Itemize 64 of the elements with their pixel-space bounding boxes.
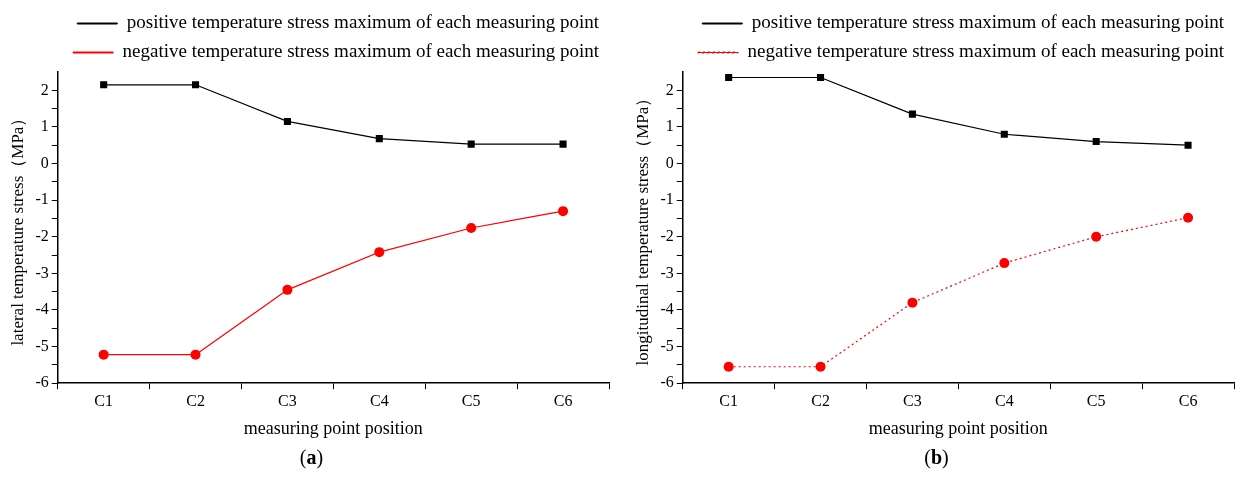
- point: [283, 117, 291, 125]
- y-tick-label: -6: [660, 373, 674, 391]
- y-tick-label: -1: [660, 190, 674, 208]
- x-axis-title: measuring point position: [243, 417, 423, 438]
- legend-label: negative temperature stress maximum of each measuring point: [747, 40, 1225, 62]
- y-tick-label: -1: [35, 190, 49, 208]
- point: [817, 73, 825, 82]
- x-tick-label: C3: [903, 392, 922, 409]
- y-tick-label: 2: [40, 80, 49, 98]
- point: [723, 361, 734, 372]
- y-tick-label: -5: [660, 336, 674, 354]
- y-tick-label: 1: [40, 117, 49, 135]
- x-axis-title: measuring point position: [868, 417, 1048, 438]
- x-tick-label: C5: [1086, 392, 1106, 409]
- legend-label: positive temperature stress maximum of each measuring point: [751, 11, 1225, 33]
- y-tick-label: 0: [665, 153, 674, 171]
- y-tick-label: -4: [35, 300, 49, 318]
- x-tick-label: C5: [461, 392, 481, 409]
- point: [907, 297, 918, 308]
- y-tick-label: -3: [35, 263, 49, 281]
- x-tick-label: C2: [811, 392, 830, 409]
- y-axis-title: lateral temperature stress（MPa）: [7, 109, 27, 346]
- x-tick-label: C4: [369, 392, 389, 409]
- y-tick-label: -4: [660, 300, 674, 318]
- y-tick-label: 1: [665, 117, 674, 135]
- point: [1000, 130, 1008, 138]
- point: [98, 349, 109, 360]
- point: [1092, 138, 1100, 146]
- point: [100, 81, 108, 89]
- y-tick-label: 2: [665, 80, 674, 98]
- y-tick-label: -2: [660, 226, 674, 244]
- point: [466, 222, 477, 233]
- point: [558, 206, 569, 217]
- point: [1183, 212, 1194, 223]
- point: [467, 140, 475, 148]
- point: [725, 73, 733, 82]
- y-tick-label: -5: [35, 336, 49, 354]
- x-tick-label: C3: [278, 392, 297, 409]
- x-tick-label: C6: [553, 392, 573, 409]
- y-tick-label: 0: [40, 153, 49, 171]
- y-tick-label: -3: [660, 263, 674, 281]
- x-tick-label: C6: [1178, 392, 1198, 409]
- legend-label: positive temperature stress maximum of each measuring point: [126, 11, 600, 33]
- x-tick-label: C1: [94, 392, 113, 409]
- point: [375, 135, 383, 143]
- point: [908, 110, 916, 118]
- x-tick-label: C4: [994, 392, 1014, 409]
- point: [999, 258, 1010, 269]
- point: [559, 140, 567, 148]
- point: [1091, 231, 1102, 242]
- point: [190, 349, 201, 360]
- text: (a): [298, 446, 325, 469]
- point: [282, 284, 293, 295]
- point: [374, 247, 385, 258]
- y-tick-label: -6: [35, 373, 49, 391]
- point: [192, 81, 200, 89]
- x-tick-label: C2: [186, 392, 205, 409]
- y-axis-title: longitudinal temperature stress（MPa）: [632, 89, 652, 366]
- point: [1184, 141, 1192, 149]
- text: (b): [923, 446, 950, 469]
- y-tick-label: -2: [35, 226, 49, 244]
- legend-label: negative temperature stress maximum of each measuring point: [122, 40, 600, 62]
- x-tick-label: C1: [719, 392, 738, 409]
- point: [815, 361, 826, 372]
